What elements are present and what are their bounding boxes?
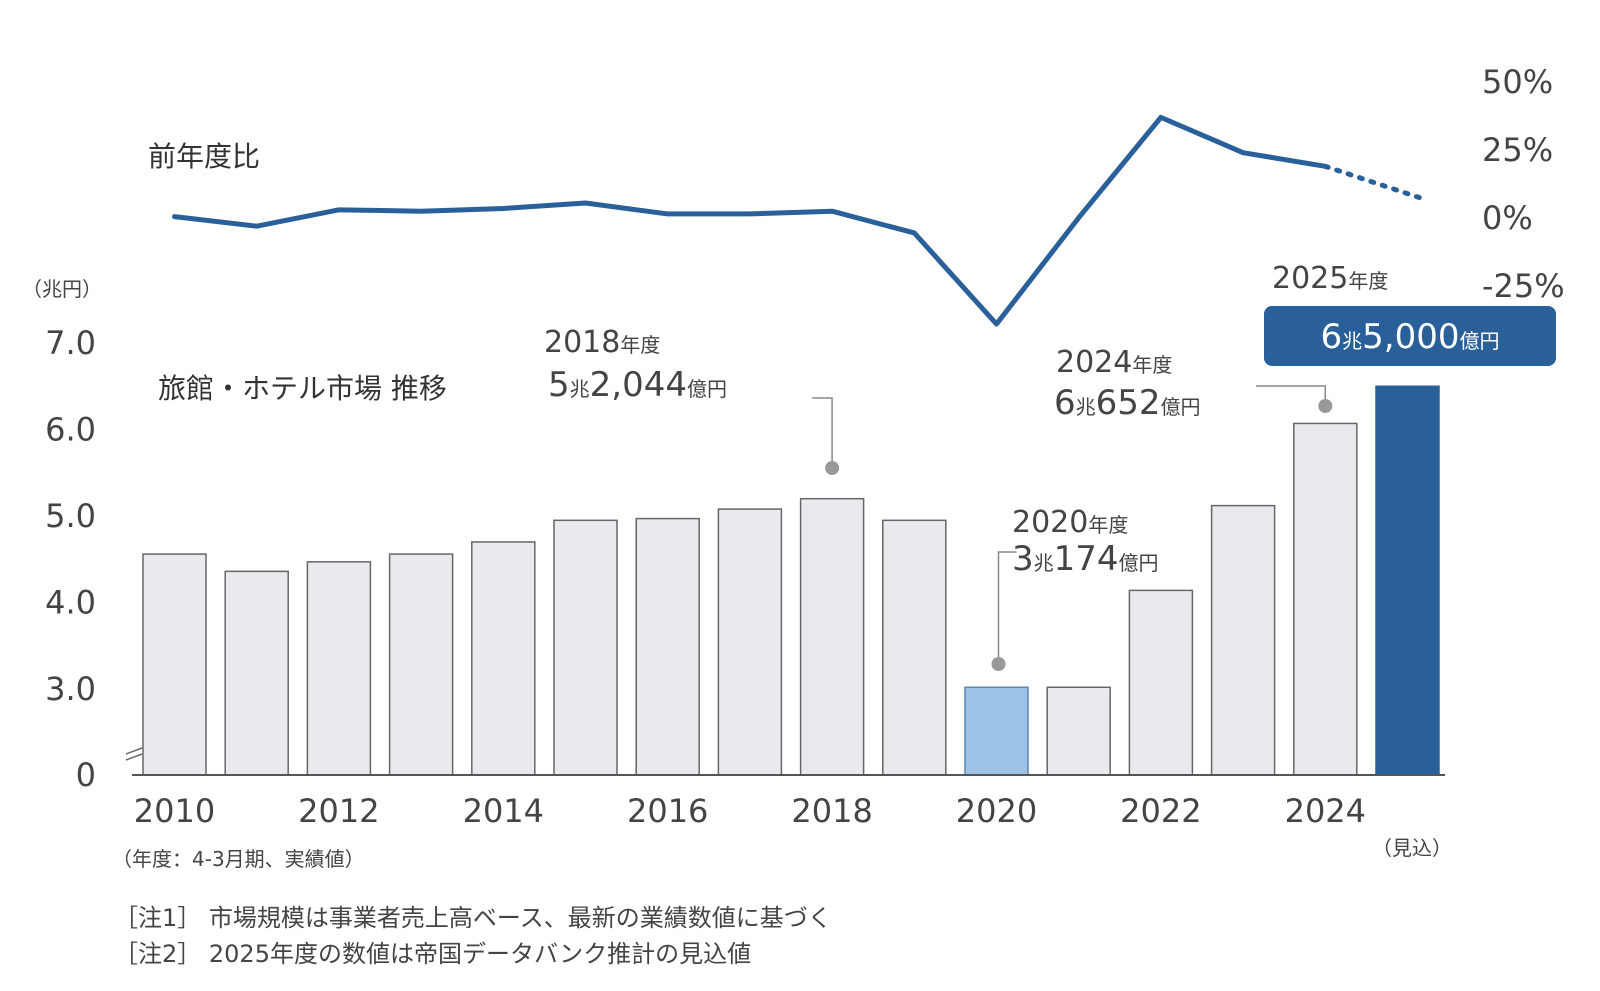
bar-chart-title: 旅館・ホテル市場 推移 (158, 372, 447, 405)
annotation-year: 2020年度 (1012, 505, 1128, 540)
highlight-label-box (1264, 306, 1556, 366)
y-tick-label: 3.0 (45, 670, 96, 708)
footnote-1: ［注1］ 市場規模は事業者売上高ベース、最新の業績数値に基づく (114, 904, 832, 932)
line-y-tick-label: 50% (1482, 63, 1553, 101)
line-y-tick-label: 25% (1482, 131, 1553, 169)
x-note-left: （年度：4-3月期、実績値） (112, 847, 365, 871)
annotation-dot (991, 657, 1006, 671)
line-y-tick-label: -25% (1482, 267, 1565, 305)
y-tick-label: 6.0 (45, 411, 96, 449)
bar-2019 (882, 519, 947, 776)
bar-2016 (635, 517, 700, 776)
line-y-tick-label: 0% (1482, 199, 1533, 237)
yoy-line-chart: 前年度比 50% 25% 0% -25% (148, 63, 1565, 327)
axis-break-bottom (125, 753, 143, 761)
annotation-value: 5兆2,044億円 (548, 365, 727, 405)
x-tick-label: 2010 (134, 792, 215, 830)
x-tick-label: 2024 (1285, 792, 1366, 830)
bar-2022 (1128, 589, 1194, 776)
annotation-dot (825, 461, 840, 475)
bar-2025 (1375, 385, 1440, 776)
bar-2023 (1210, 504, 1276, 776)
y-tick-label: 4.0 (45, 584, 96, 622)
market-bar-chart: （兆円） 旅館・ホテル市場 推移 03.04.05.06.07.0 2010 20… (22, 261, 1556, 871)
bar-y-axis: 0 3.0 4.0 5.0 6.0 7.0 (45, 324, 96, 794)
annotation-dot (1318, 399, 1333, 413)
yoy-line-actual (172, 114, 1328, 327)
annotation-year: 2024年度 (1056, 345, 1172, 380)
bar-2010 (142, 553, 207, 776)
x-tick-label: 2022 (1120, 792, 1201, 830)
annotation-2018: 2018年度 5兆2,044億円 (544, 325, 840, 475)
annotation-leader (1256, 385, 1327, 400)
x-tick-label: 2020 (956, 792, 1037, 830)
annotation-year: 2018年度 (544, 325, 660, 360)
annotation-value: 3兆174億円 (1012, 539, 1159, 579)
annotation-value: 6兆5,000億円 (1321, 317, 1500, 357)
bar-2017 (717, 508, 783, 776)
x-note-right: （見込） (1372, 836, 1452, 860)
bar-series (142, 385, 1440, 776)
bar-2012 (306, 561, 372, 776)
x-tick-label: 2012 (298, 792, 379, 830)
bar-2024 (1293, 422, 1358, 776)
x-tick-label: 2014 (463, 792, 544, 830)
line-series (172, 114, 1426, 327)
bar-2011 (224, 570, 289, 776)
annotation-leader (997, 551, 1017, 658)
annotation-value: 6兆652億円 (1054, 383, 1201, 423)
x-tick-label: 2016 (627, 792, 708, 830)
bar-2015 (553, 519, 618, 776)
bar-2018 (799, 497, 865, 776)
annotation-leader (812, 397, 833, 462)
y-tick-label: 7.0 (45, 324, 96, 362)
bar-2020 (964, 686, 1029, 776)
bar-2013 (388, 553, 454, 776)
y-tick-label: 0 (76, 756, 96, 794)
axis-break-top (125, 747, 143, 755)
yoy-line-forecast (1322, 163, 1426, 202)
annotation-2025: 2025年度 6兆5,000億円 (1264, 261, 1556, 366)
bar-2014 (471, 541, 536, 776)
annotation-year: 2025年度 (1272, 261, 1388, 296)
x-tick-label: 2018 (791, 792, 872, 830)
bar-2021 (1046, 686, 1111, 776)
line-chart-title: 前年度比 (148, 140, 260, 173)
line-y-axis: 50% 25% 0% -25% (1482, 63, 1565, 305)
x-axis-labels: 2010 2012 2014 2016 2018 2020 2022 2024 (134, 792, 1366, 830)
y-tick-label: 5.0 (45, 497, 96, 535)
footnote-2: ［注2］ 2025年度の数値は帝国データバンク推計の見込値 (114, 940, 752, 968)
bar-unit-label: （兆円） (22, 277, 102, 301)
